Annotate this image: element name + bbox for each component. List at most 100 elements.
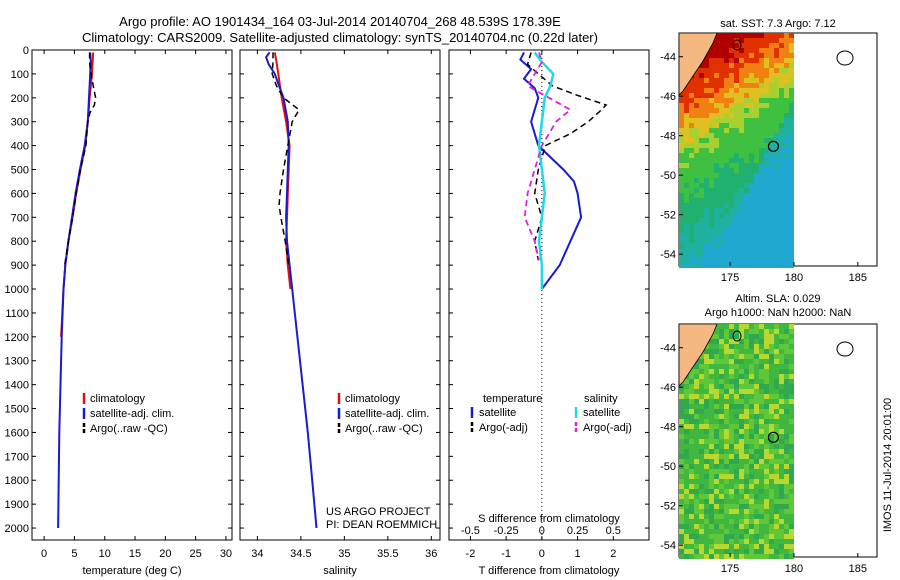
island-outline <box>732 39 742 51</box>
map-cell <box>759 534 764 539</box>
map-cell <box>724 218 729 223</box>
map-cell <box>754 88 759 93</box>
map-cell <box>709 434 714 439</box>
map-cell <box>749 524 754 529</box>
map-y-tick-label: -54 <box>660 540 676 552</box>
map-cell <box>769 208 774 213</box>
map-cell <box>759 53 764 58</box>
map-cell <box>719 374 724 379</box>
map-cell <box>719 474 724 479</box>
map-cell <box>789 213 794 218</box>
map-cell <box>739 73 744 78</box>
map-cell <box>679 238 684 243</box>
map-y-tick-label: -50 <box>660 170 676 182</box>
map-cell <box>684 549 689 554</box>
map-cell <box>724 524 729 529</box>
map-cell <box>754 208 759 213</box>
x-axis-label: T difference from climatology <box>479 565 620 577</box>
map-cell <box>739 339 744 344</box>
map-cell <box>694 509 699 514</box>
map-cell <box>789 369 794 374</box>
map-cell <box>769 53 774 58</box>
y-tick-label: 300 <box>11 117 29 129</box>
map-cell <box>719 143 724 148</box>
map-cell <box>684 499 689 504</box>
map-cell <box>689 489 694 494</box>
map-cell <box>704 203 709 208</box>
map-cell <box>739 218 744 223</box>
map-cell <box>764 379 769 384</box>
map-cell <box>739 173 744 178</box>
map-cell <box>734 153 739 158</box>
map-cell <box>709 439 714 444</box>
map-x-tick-label: 180 <box>785 563 803 575</box>
map-cell <box>764 539 769 544</box>
map-cell <box>784 389 789 394</box>
x-tick-label: 0 <box>41 548 47 560</box>
map-cell <box>689 479 694 484</box>
map-cell <box>774 253 779 258</box>
map-cell <box>769 419 774 424</box>
map-cell <box>729 168 734 173</box>
map-cell <box>694 549 699 554</box>
map-cell <box>729 68 734 73</box>
map-cell <box>684 439 689 444</box>
map-cell <box>759 549 764 554</box>
map-cell <box>679 394 684 399</box>
map-cell <box>764 188 769 193</box>
map-cell <box>739 469 744 474</box>
map-cell <box>784 43 789 48</box>
map-cell <box>744 389 749 394</box>
map-cell <box>704 459 709 464</box>
map-cell <box>719 158 724 163</box>
map-cell <box>724 324 729 329</box>
map-cell <box>714 83 719 88</box>
map-cell <box>704 379 709 384</box>
map-cell <box>719 344 724 349</box>
map-cell <box>739 58 744 63</box>
map-cell <box>694 424 699 429</box>
map-cell <box>739 539 744 544</box>
map-cell <box>729 324 734 329</box>
map-cell <box>784 153 789 158</box>
map-cell <box>779 193 784 198</box>
map-cell <box>694 163 699 168</box>
map-cell <box>769 499 774 504</box>
map-cell <box>734 539 739 544</box>
map-cell <box>724 484 729 489</box>
map-cell <box>774 484 779 489</box>
map-cell <box>789 424 794 429</box>
map-cell <box>779 53 784 58</box>
map-cell <box>724 38 729 43</box>
map-cell <box>719 434 724 439</box>
map-cell <box>774 444 779 449</box>
map-cell <box>749 63 754 68</box>
map-cell <box>754 193 759 198</box>
map-cell <box>789 384 794 389</box>
map-cell <box>784 203 789 208</box>
map-cell <box>759 148 764 153</box>
map-cell <box>679 168 684 173</box>
map-cell <box>759 349 764 354</box>
map-cell <box>689 414 694 419</box>
map-cell <box>689 188 694 193</box>
map-cell <box>739 359 744 364</box>
map-cell <box>739 153 744 158</box>
map-cell <box>784 419 789 424</box>
map-cell <box>754 238 759 243</box>
map-cell <box>689 449 694 454</box>
map-cell <box>784 449 789 454</box>
map-cell <box>754 253 759 258</box>
map-cell <box>714 158 719 163</box>
map-cell <box>779 554 784 559</box>
map-cell <box>704 544 709 549</box>
map-cell <box>764 469 769 474</box>
map-cell <box>719 384 724 389</box>
map-cell <box>709 454 714 459</box>
map-cell <box>784 263 789 268</box>
map-cell <box>769 198 774 203</box>
map-cell <box>679 489 684 494</box>
map-cell <box>709 103 714 108</box>
map-cell <box>704 429 709 434</box>
map-cell <box>699 444 704 449</box>
